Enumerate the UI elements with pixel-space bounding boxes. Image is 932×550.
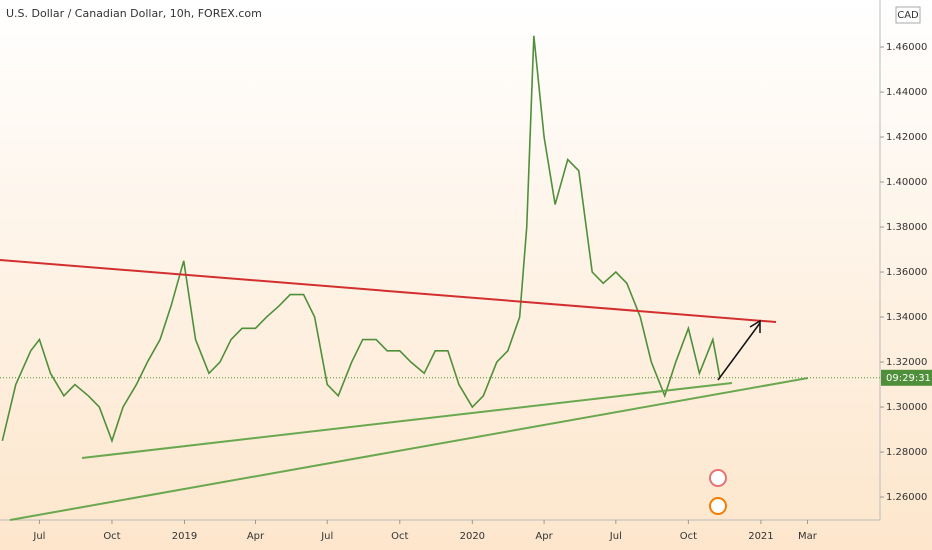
y-tick-label: 1.30000 [886,402,927,413]
price-line [1,35,721,444]
event-icon[interactable] [709,469,727,487]
y-tick-label: 1.36000 [886,267,927,278]
x-tick-label: Apr [247,531,265,542]
event-icon[interactable] [709,497,727,515]
y-tick-label: 1.46000 [886,42,927,53]
x-tick-label: Apr [535,531,553,542]
x-tick-label: Oct [103,531,120,542]
support-line [9,377,809,521]
countdown-box [881,369,932,386]
arrow-head [749,319,761,333]
y-tick-label: 1.34000 [886,312,927,323]
x-tick-label: Mar [798,531,818,542]
y-tick-label: 1.28000 [886,447,927,458]
y-tick-label: 1.40000 [886,177,927,188]
currency-box [895,6,921,24]
arrow [717,322,761,381]
y-tick-label: 1.32000 [886,357,927,368]
chart-title: U.S. Dollar / Canadian Dollar, 10h, FORE… [6,7,262,20]
currency-label: CAD [897,10,919,21]
y-tick-label: 1.38000 [886,222,927,233]
x-tick-label: Jul [609,531,622,542]
plot [0,35,880,444]
y-tick-label: 1.42000 [886,132,927,143]
support-line [81,382,733,459]
x-tick-label: 2019 [172,531,197,542]
x-tick-label: Oct [680,531,697,542]
countdown: 09:29:31 [886,373,931,384]
resistance-line [0,259,777,323]
x-tick-label: 2020 [460,531,485,542]
x-tick-label: Jul [32,531,45,542]
y-tick-label: 1.44000 [886,87,927,98]
x-tick-label: 2021 [748,531,773,542]
x-tick-label: Jul [320,531,333,542]
x-tick-label: Oct [391,531,408,542]
y-tick-label: 1.26000 [886,492,927,503]
